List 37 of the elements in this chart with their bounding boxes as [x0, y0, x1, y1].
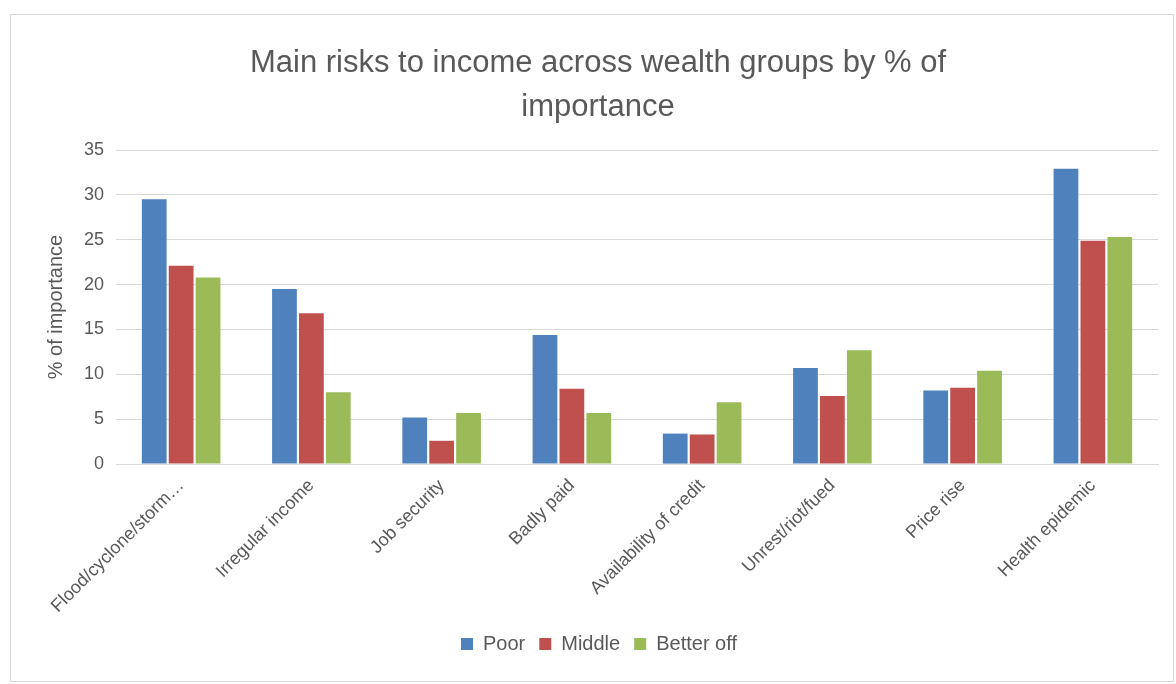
- bar: [429, 440, 455, 464]
- y-tick-label: 15: [83, 318, 105, 339]
- bar: [923, 390, 949, 464]
- bar: [1053, 168, 1079, 464]
- bar: [820, 395, 845, 464]
- legend-label: Poor: [483, 631, 526, 654]
- bar: [1107, 237, 1133, 464]
- y-tick-label: 20: [83, 273, 105, 294]
- bar: [195, 277, 221, 464]
- bar: [716, 402, 742, 464]
- y-tick-label: 0: [94, 453, 105, 474]
- bar: [846, 350, 872, 464]
- bar: [977, 370, 1002, 464]
- bar: [532, 334, 558, 464]
- y-tick-label: 5: [94, 408, 105, 429]
- bar: [141, 199, 167, 464]
- bar: [1080, 240, 1106, 464]
- y-tick-label: 30: [83, 183, 105, 204]
- bar: [950, 387, 976, 464]
- bar: [662, 433, 688, 464]
- legend-label: Middle: [561, 631, 621, 654]
- bar: [325, 392, 351, 464]
- bar: [299, 313, 324, 464]
- bar: [272, 289, 297, 464]
- bar: [793, 368, 818, 464]
- bar: [168, 265, 194, 464]
- y-tick-label: 25: [83, 228, 105, 249]
- legend-label: Better off: [656, 631, 738, 654]
- bar: [559, 388, 585, 464]
- y-tick-label: 10: [83, 363, 105, 384]
- bar: [586, 412, 612, 464]
- y-tick-label: 35: [83, 138, 105, 159]
- bar: [689, 434, 715, 464]
- bar: [456, 412, 481, 464]
- y-axis-title: % of importance: [43, 234, 66, 380]
- chart-title: Main risks to income across wealth groups by % of importance: [248, 43, 948, 125]
- bar: [402, 417, 428, 464]
